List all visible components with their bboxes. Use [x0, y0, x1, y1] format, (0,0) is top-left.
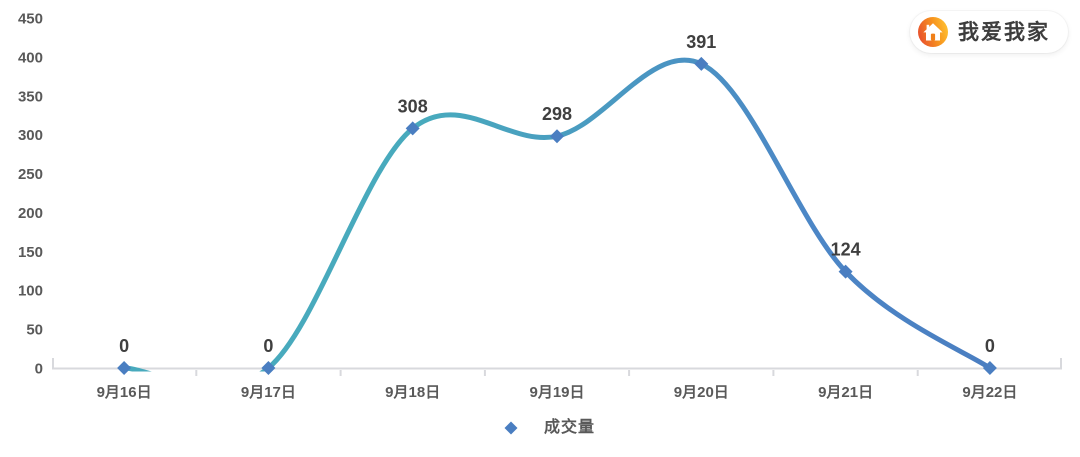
x-axis-label: 9月16日 — [97, 384, 152, 401]
data-label: 0 — [985, 336, 995, 356]
x-axis-label: 9月19日 — [529, 384, 584, 401]
legend-line-marker-icon — [484, 421, 537, 435]
x-axis-label: 9月17日 — [241, 384, 296, 401]
y-axis-label: 200 — [18, 205, 43, 222]
x-axis-label: 9月18日 — [385, 384, 440, 401]
y-axis-label: 250 — [18, 166, 43, 183]
data-point-marker[interactable] — [261, 361, 276, 375]
y-axis-label: 300 — [18, 127, 43, 144]
data-label: 0 — [119, 336, 129, 356]
y-axis-label: 0 — [35, 361, 43, 378]
y-axis-label: 400 — [18, 49, 43, 66]
house-icon — [918, 17, 948, 47]
y-axis-label: 150 — [18, 244, 43, 261]
y-axis-label: 350 — [18, 88, 43, 105]
data-point-marker[interactable] — [405, 121, 420, 136]
brand-logo: 我爱我家 — [910, 11, 1068, 53]
legend-label: 成交量 — [543, 419, 596, 436]
data-label: 391 — [686, 32, 716, 52]
data-label: 0 — [263, 336, 273, 356]
x-axis-label: 9月21日 — [818, 384, 873, 401]
data-label: 308 — [398, 96, 428, 116]
data-point-marker[interactable] — [117, 361, 132, 375]
brand-logo-text: 我爱我家 — [958, 20, 1050, 44]
data-point-marker[interactable] — [838, 264, 853, 279]
data-label: 124 — [831, 240, 861, 260]
legend-item-volume[interactable]: 成交量 — [484, 419, 596, 436]
y-axis-label: 100 — [18, 283, 43, 300]
x-axis-label: 9月20日 — [674, 384, 729, 401]
data-point-marker[interactable] — [550, 129, 564, 144]
data-point-marker[interactable] — [982, 361, 997, 375]
data-label: 298 — [542, 104, 572, 124]
x-axis-label: 9月22日 — [962, 384, 1017, 401]
y-axis-label: 50 — [26, 322, 43, 339]
data-point-marker[interactable] — [694, 56, 709, 71]
y-axis-label: 450 — [18, 11, 43, 28]
